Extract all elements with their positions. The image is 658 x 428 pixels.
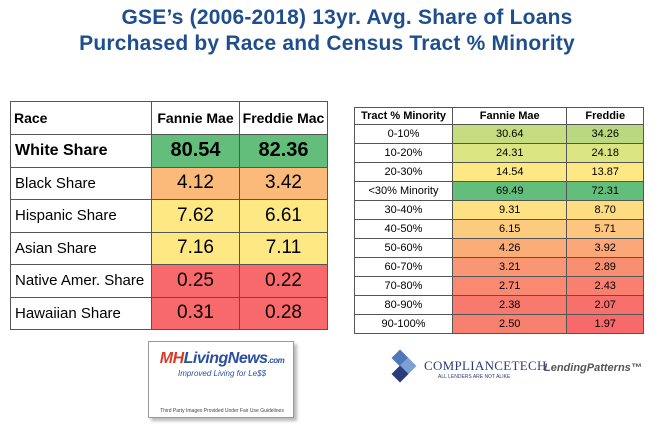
race-row-label: Hispanic Share [10,199,152,233]
mh-logo-tagline: Improved Living for Le$$ [177,369,267,378]
race-value-cell: 82.36 [239,134,328,168]
tract-minority-table: Tract % Minority Fannie Mae Freddie 0-10% 3… [354,107,644,334]
table-row: 70-80% 2.71 2.43 [354,276,644,296]
table-row: 0-10% 30.64 34.26 [354,124,644,144]
race-col-header-2: Freddie Mac [239,101,328,135]
race-value-cell: 0.25 [151,264,240,298]
tract-value-cell: 3.21 [451,257,568,277]
tract-row-label: 90-100% [354,314,453,334]
compliancetech-name: COMPLIANCETECH [424,358,547,373]
race-col-header-0: Race [10,101,152,135]
race-value-cell: 6.61 [239,199,328,233]
tract-row-label: 0-10% [354,124,453,144]
tract-value-cell: 14.54 [451,162,568,182]
tract-value-cell: 24.31 [451,143,568,163]
chart-title-line1: GSE’s (2006-2018) 13yr. Avg. Share of Lo… [121,6,573,29]
mhlivingnews-logo: MHLivingNews.com Improved Living for Le$… [148,341,294,418]
tract-row-label: 70-80% [354,276,453,296]
race-value-cell: 7.16 [151,231,240,265]
race-row-label: Asian Share [10,231,152,265]
tract-value-cell: 30.64 [451,124,568,144]
tract-value-cell: 1.97 [566,314,644,334]
tract-value-cell: 2.43 [566,276,644,296]
tract-col-header-2: Freddie [566,107,644,125]
tract-value-cell: 2.07 [566,295,644,315]
tract-row-label: 60-70% [354,257,453,277]
race-value-cell: 0.28 [239,296,328,330]
tract-value-cell: 5.71 [566,219,644,239]
table-row: 20-30% 14.54 13.87 [354,162,644,182]
tract-value-cell: 8.70 [566,200,644,220]
tract-value-cell: 2.89 [566,257,644,277]
mh-logo-text-a: MH [159,350,184,367]
lendingpatterns-logo: LendingPatterns™ [544,362,642,374]
compliancetech-tagline: ALL LENDERS ARE NOT ALIKE [438,374,511,380]
race-row-label: White Share [10,134,152,168]
race-value-cell: 7.62 [151,199,240,233]
table-row: Asian Share 7.16 7.11 [10,231,328,265]
race-share-table: Race Fannie Mae Freddie Mac White Share 80.… [10,101,328,330]
fair-use-note: Third Party Images Provided Under Fair U… [160,408,284,414]
table-row: <30% Minority 69.49 72.31 [354,181,644,201]
table-row: 50-60% 4.26 3.92 [354,238,644,258]
tract-row-label: 20-30% [354,162,453,182]
race-value-cell: 0.31 [151,296,240,330]
table-row: 30-40% 9.31 8.70 [354,200,644,220]
tract-row-label: 50-60% [354,238,453,258]
table-row: Hawaiian Share 0.31 0.28 [10,296,328,330]
tract-value-cell: 24.18 [566,143,644,163]
tract-value-cell: 2.38 [451,295,568,315]
mh-logo-text-b: LivingNews [183,350,268,367]
mh-logo-dot: .com [267,356,285,365]
race-value-cell: 0.22 [239,264,328,298]
table-row: Black Share 4.12 3.42 [10,166,328,200]
tract-col-header-0: Tract % Minority [354,107,453,125]
race-value-cell: 7.11 [239,231,328,265]
compliancetech-emblem-icon [391,349,417,383]
compliancetech-logo: COMPLIANCETECH ALL LENDERS ARE NOT ALIKE [390,348,546,388]
table-row: White Share 80.54 82.36 [10,134,328,168]
tract-value-cell: 2.50 [451,314,568,334]
tract-value-cell: 3.92 [566,238,644,258]
table-row: 80-90% 2.38 2.07 [354,295,644,315]
table-row: 10-20% 24.31 24.18 [354,143,644,163]
table-row: 40-50% 6.15 5.71 [354,219,644,239]
table-row: Hispanic Share 7.62 6.61 [10,199,328,233]
tract-row-label: 10-20% [354,143,453,163]
tract-row-label: 40-50% [354,219,453,239]
chart-title-line2: Purchased by Race and Census Tract % Min… [79,32,575,55]
table-row: 90-100% 2.50 1.97 [354,314,644,334]
tract-row-label: <30% Minority [354,181,453,201]
tract-value-cell: 13.87 [566,162,644,182]
race-row-label: Native Amer. Share [10,264,152,298]
tract-value-cell: 69.49 [451,181,568,201]
tract-value-cell: 9.31 [451,200,568,220]
tract-value-cell: 4.26 [451,238,568,258]
race-row-label: Hawaiian Share [10,296,152,330]
race-row-label: Black Share [10,166,152,200]
tract-col-header-1: Fannie Mae [451,107,568,125]
race-value-cell: 3.42 [239,166,328,200]
tract-value-cell: 2.71 [451,276,568,296]
race-value-cell: 4.12 [151,166,240,200]
tract-row-label: 80-90% [354,295,453,315]
table-row: 60-70% 3.21 2.89 [354,257,644,277]
race-col-header-1: Fannie Mae [151,101,240,135]
tract-value-cell: 6.15 [451,219,568,239]
tract-row-label: 30-40% [354,200,453,220]
tract-value-cell: 72.31 [566,181,644,201]
tract-value-cell: 34.26 [566,124,644,144]
race-value-cell: 80.54 [151,134,240,168]
table-row: Native Amer. Share 0.25 0.22 [10,264,328,298]
